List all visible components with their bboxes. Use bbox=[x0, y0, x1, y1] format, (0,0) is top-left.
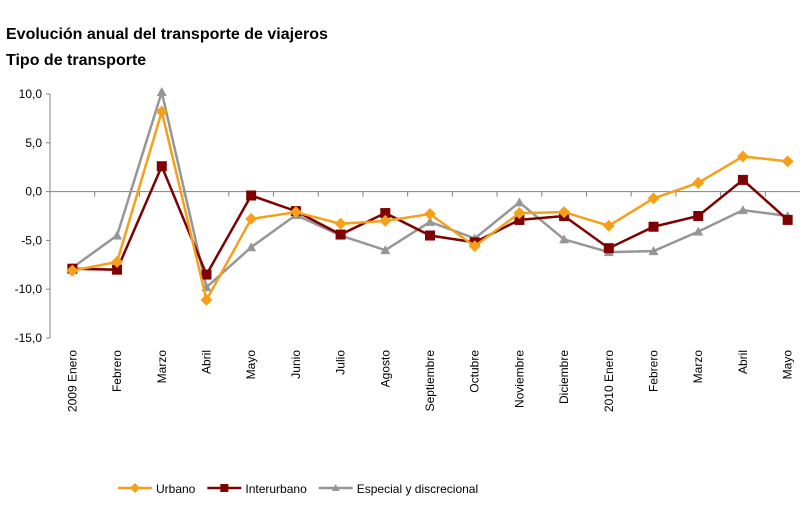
data-point bbox=[66, 264, 79, 277]
y-tick-label: -15,0 bbox=[15, 331, 43, 345]
data-point bbox=[130, 483, 140, 493]
data-point bbox=[514, 214, 525, 225]
x-tick-label: Febrero bbox=[647, 350, 661, 392]
y-tick-label: 5,0 bbox=[25, 136, 42, 150]
y-tick-label: 10,0 bbox=[19, 87, 43, 101]
data-point bbox=[782, 214, 793, 225]
x-tick-label: Octubre bbox=[468, 350, 482, 393]
data-point bbox=[220, 484, 229, 492]
data-point bbox=[602, 219, 615, 232]
data-point bbox=[289, 206, 302, 219]
data-point bbox=[736, 150, 749, 163]
x-tick-label: Noviembre bbox=[512, 350, 526, 408]
x-tick-label: Diciembre bbox=[557, 350, 571, 404]
x-tick-label: Mayo bbox=[781, 350, 795, 380]
data-point bbox=[425, 216, 435, 226]
x-tick-label: Abril bbox=[199, 350, 213, 374]
data-point bbox=[335, 229, 346, 240]
data-point bbox=[200, 293, 213, 306]
data-point bbox=[156, 161, 167, 172]
data-point bbox=[737, 174, 748, 185]
data-point bbox=[737, 205, 748, 215]
data-point bbox=[693, 211, 704, 221]
data-point bbox=[334, 217, 347, 230]
data-point bbox=[468, 240, 481, 253]
data-point bbox=[331, 484, 340, 491]
data-point bbox=[692, 176, 705, 189]
legend-label: Interurbano bbox=[245, 482, 307, 496]
data-point bbox=[379, 214, 392, 227]
data-point bbox=[558, 206, 571, 219]
series-line bbox=[72, 106, 788, 304]
data-point bbox=[246, 242, 257, 252]
x-tick-label: Julio bbox=[334, 350, 348, 375]
chart-subtitle: Tipo de transporte bbox=[6, 52, 147, 69]
legend-item: Interurbano bbox=[207, 482, 307, 496]
legend-label: Especial y discrecional bbox=[357, 482, 478, 496]
x-tick-label: 2009 Enero bbox=[65, 350, 79, 412]
data-point bbox=[559, 234, 570, 244]
x-tick-label: Marzo bbox=[155, 350, 169, 384]
data-point bbox=[781, 155, 794, 168]
x-tick-label: Abril bbox=[736, 350, 750, 374]
data-point bbox=[648, 246, 659, 256]
data-point bbox=[514, 197, 525, 207]
data-point bbox=[603, 243, 614, 254]
data-point bbox=[380, 208, 391, 219]
x-tick-label: 2010 Enero bbox=[602, 350, 616, 412]
data-point bbox=[513, 207, 526, 220]
data-point bbox=[112, 230, 123, 240]
x-tick-label: Febrero bbox=[110, 350, 124, 392]
data-point bbox=[245, 212, 258, 225]
x-tick-label: Mayo bbox=[244, 350, 258, 380]
legend-item: Urbano bbox=[118, 482, 196, 496]
data-point bbox=[424, 208, 436, 221]
data-point bbox=[112, 264, 123, 275]
data-point bbox=[111, 255, 124, 268]
legend-label: Urbano bbox=[156, 482, 196, 496]
data-point bbox=[693, 226, 704, 236]
data-point bbox=[155, 105, 168, 118]
y-tick-label: -5,0 bbox=[21, 233, 42, 247]
series-urbano bbox=[66, 105, 794, 306]
data-point bbox=[380, 245, 391, 255]
x-tick-label: Agosto bbox=[378, 350, 392, 388]
x-tick-label: Septiembre bbox=[423, 350, 437, 412]
y-tick-label: 0,0 bbox=[25, 185, 42, 199]
x-tick-label: Marzo bbox=[691, 350, 705, 384]
data-point bbox=[156, 87, 167, 97]
x-tick-label: Junio bbox=[289, 350, 303, 379]
data-point bbox=[648, 221, 659, 232]
data-point bbox=[647, 192, 660, 205]
y-tick-label: -10,0 bbox=[15, 282, 43, 296]
data-point bbox=[425, 230, 435, 241]
data-point bbox=[201, 269, 212, 280]
chart-title: Evolución anual del transporte de viajer… bbox=[6, 26, 328, 43]
data-point bbox=[246, 190, 257, 201]
legend-item: Especial y discrecional bbox=[318, 482, 478, 496]
